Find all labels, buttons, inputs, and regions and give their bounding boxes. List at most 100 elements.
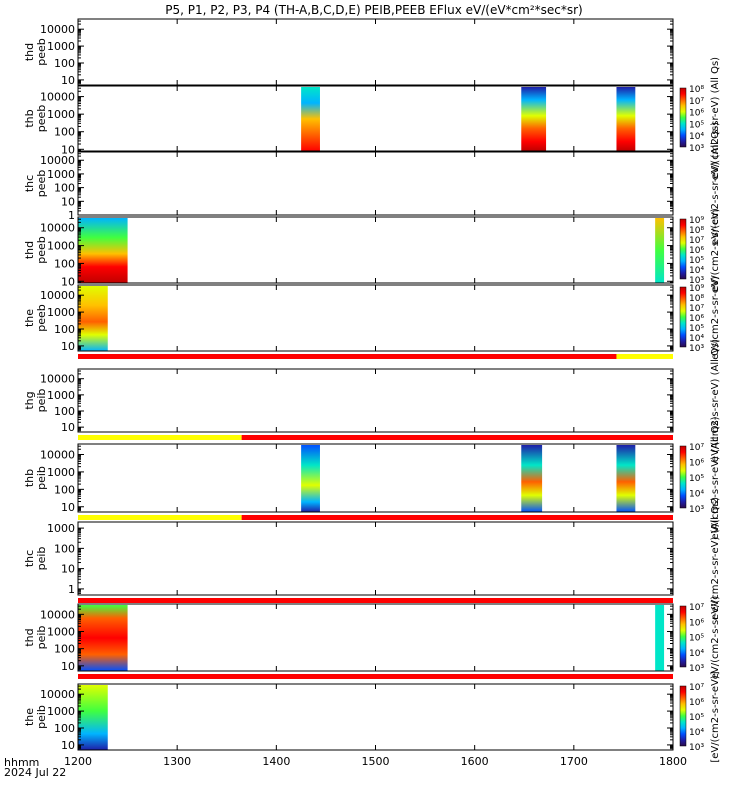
figure-title: P5, P1, P2, P3, P4 (TH-A,B,C,D,E) PEIB,P… xyxy=(165,3,582,17)
quality-flag-bar xyxy=(616,354,673,359)
colorbar-tick-label: 10⁸ xyxy=(689,226,704,236)
panel-label-probe: the xyxy=(23,708,36,726)
panel-frame xyxy=(77,521,674,596)
quality-flag-bar xyxy=(78,515,242,520)
x-tick-label: 1500 xyxy=(362,755,390,768)
y-tick-label: 1000 xyxy=(47,108,75,121)
panel-label-product: peeb xyxy=(35,38,48,66)
x-tick-label: 1600 xyxy=(461,755,489,768)
panel-frame xyxy=(77,603,674,672)
y-tick-label: 100 xyxy=(54,643,75,656)
colorbar-tick-label: 10⁴ xyxy=(689,649,704,659)
colorbar-tick-label: 10⁷ xyxy=(689,97,704,107)
panel-label-probe: thd xyxy=(23,628,36,646)
panel-frame xyxy=(77,443,674,513)
colorbar-tick-label: 10⁴ xyxy=(689,490,704,500)
colorbar xyxy=(679,87,687,148)
spectrogram-block xyxy=(521,445,543,512)
y-tick-label: 1000 xyxy=(47,389,75,402)
panel-frame xyxy=(77,216,674,284)
colorbar-tick-label: 10⁵ xyxy=(689,634,704,644)
spectrogram-block xyxy=(301,87,320,151)
colorbar-tick-label: 10⁵ xyxy=(689,324,704,334)
spectrogram-block xyxy=(616,445,636,512)
x-tick-label: 1800 xyxy=(659,755,687,768)
time-axis-label: hhmm xyxy=(4,756,39,769)
panel-label-product: peib xyxy=(35,466,48,490)
colorbar-tick-label: 10³ xyxy=(689,743,704,753)
colorbar-tick-label: 10⁹ xyxy=(689,216,704,226)
y-tick-label: 1000 xyxy=(47,40,75,53)
panel-label-probe: thd xyxy=(23,43,36,61)
y-tick-label: 1000 xyxy=(47,522,75,535)
panel-frame xyxy=(77,151,674,216)
colorbar-tick-label: 10³ xyxy=(689,664,704,674)
colorbar-tick-label: 10⁴ xyxy=(689,132,704,142)
panel-label-product: peeb xyxy=(35,304,48,332)
colorbar-tick-label: 10³ xyxy=(689,144,704,154)
panel-label-product: peib xyxy=(35,626,48,650)
y-tick-label: 10000 xyxy=(40,222,75,235)
y-tick-label: 10 xyxy=(61,563,75,576)
y-tick-label: 10 xyxy=(61,195,75,208)
panel-label-product: peeb xyxy=(35,236,48,264)
y-tick-label: 1000 xyxy=(47,306,75,319)
colorbar-tick-label: 10⁶ xyxy=(689,618,704,628)
x-tick-label: 1300 xyxy=(163,755,191,768)
y-tick-label: 100 xyxy=(54,483,75,496)
y-tick-label: 10 xyxy=(61,340,75,353)
y-tick-label: 1000 xyxy=(47,705,75,718)
panel-frame xyxy=(77,368,674,433)
y-tick-label: 100 xyxy=(54,57,75,70)
quality-flag-bar xyxy=(78,674,673,679)
colorbar-tick-label: 10⁵ xyxy=(689,120,704,130)
colorbar xyxy=(679,445,687,509)
colorbar-title: eV/(cm2-s-sr-eV) (All Qs) xyxy=(710,416,721,539)
spectrogram-block xyxy=(655,605,665,671)
y-tick-label: 100 xyxy=(54,542,75,555)
y-tick-label: 1 xyxy=(68,583,75,596)
quality-flag-bar xyxy=(241,435,673,440)
y-tick-label: 10000 xyxy=(40,608,75,621)
panel-label-probe: thd xyxy=(23,241,36,259)
colorbar-title: eV/(cm2-s-sr-eV) (All Qs) xyxy=(710,339,721,462)
panel-frame xyxy=(77,18,674,86)
quality-flag-bar xyxy=(78,354,617,359)
panel-label-product: peib xyxy=(35,705,48,729)
quality-flag-bar xyxy=(241,515,673,520)
panel-label-product: peeb xyxy=(35,170,48,198)
y-tick-label: 10000 xyxy=(40,688,75,701)
y-tick-label: 10 xyxy=(61,275,75,288)
x-tick-label: 1400 xyxy=(262,755,290,768)
panel-frame xyxy=(77,683,674,751)
colorbar xyxy=(679,286,687,348)
time-axis: 1200 1300 1400 1500 1600 1700 1800 xyxy=(64,755,687,768)
x-tick-label: 1700 xyxy=(560,755,588,768)
colorbar-tick-label: 10⁵ xyxy=(689,474,704,484)
colorbar-tick-label: 10³ xyxy=(689,344,704,354)
quality-flag-bar xyxy=(78,435,242,440)
colorbar-tick-label: 10⁶ xyxy=(689,459,704,469)
panel-label-product: peib xyxy=(35,389,48,413)
panel-frame xyxy=(77,85,674,152)
colorbar-tick-label: 10⁷ xyxy=(689,683,704,693)
y-tick-label: 1000 xyxy=(47,240,75,253)
colorbar xyxy=(679,218,687,280)
spectrogram-block xyxy=(78,286,108,351)
panel-label-probe: thg xyxy=(23,391,36,409)
colorbar-tick-label: 10⁷ xyxy=(689,443,704,453)
panel-label-probe: thc xyxy=(23,550,36,567)
spectrogram-block xyxy=(78,605,128,671)
colorbar-tick-label: 10⁹ xyxy=(689,284,704,294)
colorbar-tick-label: 10⁴ xyxy=(689,728,704,738)
quality-flag-bar xyxy=(78,598,673,603)
y-tick-label: 10000 xyxy=(40,373,75,386)
spectrogram-block xyxy=(521,87,547,151)
colorbar-title: eV/(cm2-s-sr-eV) (All Qs) xyxy=(710,122,721,245)
date-label: 2024 Jul 22 xyxy=(4,766,66,779)
y-tick-label: 1000 xyxy=(47,466,75,479)
y-tick-label: 100 xyxy=(54,722,75,735)
colorbar-tick-label: 10⁶ xyxy=(689,246,704,256)
y-tick-label: 100 xyxy=(54,182,75,195)
